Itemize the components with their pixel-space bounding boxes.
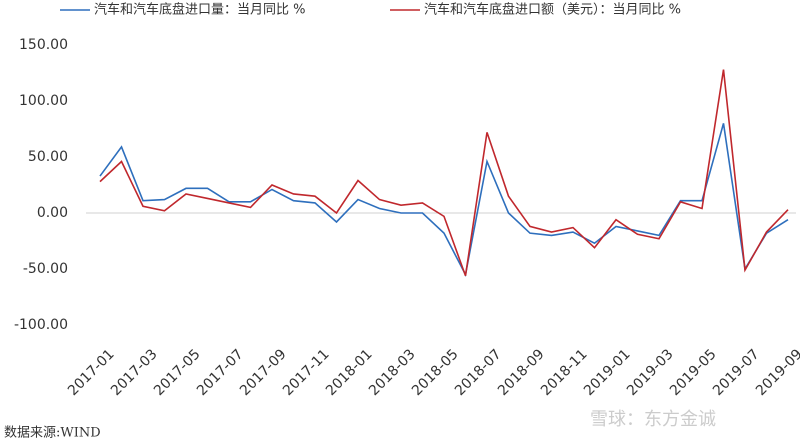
x-tick-label: 2019-09 <box>753 346 800 399</box>
series-line <box>99 69 789 276</box>
y-tick-label: 0.00 <box>37 205 68 221</box>
x-tick-label: 2017-11 <box>280 346 333 399</box>
y-tick-label: 100.00 <box>19 93 68 109</box>
x-tick-label: 2018-05 <box>409 346 462 399</box>
x-tick-label: 2018-03 <box>366 346 419 399</box>
x-tick-label: 2017-01 <box>65 346 118 399</box>
x-tick-label: 2018-09 <box>495 346 548 399</box>
x-tick-label: 2018-01 <box>323 346 376 399</box>
source-note: 数据来源:WIND <box>4 426 101 441</box>
x-tick-label: 2017-07 <box>194 346 247 399</box>
x-tick-label: 2017-03 <box>108 346 161 399</box>
x-tick-label: 2019-07 <box>710 346 763 399</box>
y-tick-label: 150.00 <box>19 37 68 53</box>
x-tick-label: 2017-05 <box>151 346 204 399</box>
legend-label: 汽车和汽车底盘进口额（美元）：当月同比 % <box>424 2 681 18</box>
x-tick-label: 2019-01 <box>581 346 634 399</box>
legend-label: 汽车和汽车底盘进口量：当月同比 % <box>94 2 306 18</box>
watermark: 雪球：东方金诚 <box>590 409 716 430</box>
x-tick-label: 2019-05 <box>667 346 720 399</box>
y-tick-label: 50.00 <box>28 149 68 165</box>
x-tick-label: 2017-09 <box>237 346 290 399</box>
y-tick-label: -100.00 <box>14 317 68 333</box>
x-tick-label: 2019-03 <box>624 346 677 399</box>
x-tick-label: 2018-07 <box>452 346 505 399</box>
series-line <box>99 123 789 278</box>
x-tick-label: 2018-11 <box>538 346 591 399</box>
y-tick-label: -50.00 <box>23 261 68 277</box>
